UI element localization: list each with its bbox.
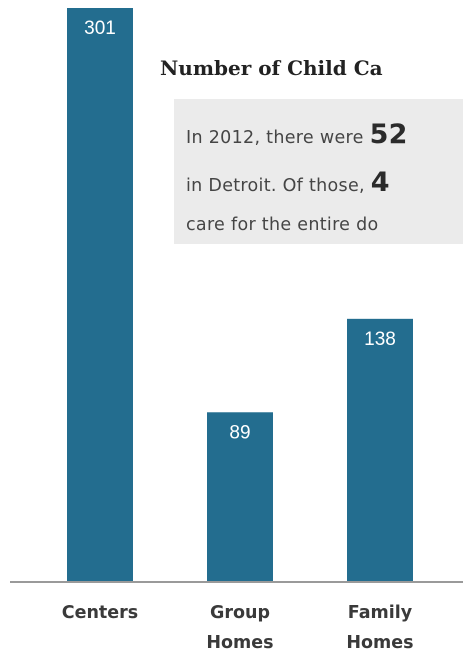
value-label-family-homes: 138 — [364, 329, 396, 350]
x-tick-labels: Centers Group Homes Family Homes — [62, 603, 414, 653]
x-tick-label-family-homes: Family Homes — [346, 603, 413, 653]
callout-line-1: In 2012, there were 52 — [186, 119, 408, 150]
callout-highlight-1: 52 — [369, 119, 408, 150]
x-tick-label-group-homes: Group Homes — [206, 603, 273, 653]
bars-layer: 301 89 138 — [67, 8, 413, 582]
callout-text-2: in Detroit. Of those, — [186, 176, 371, 196]
bar-family-homes — [347, 318, 413, 582]
bar-centers — [67, 8, 133, 582]
callout-highlight-2: 4 — [370, 167, 390, 198]
x-tick-label-centers: Centers — [62, 603, 138, 623]
value-label-group-homes: 89 — [229, 422, 250, 443]
value-label-centers: 301 — [84, 18, 116, 39]
bar-group-homes — [207, 412, 273, 582]
callout-line-2: in Detroit. Of those, 4 — [186, 167, 390, 198]
callout-line-3: care for the entire do — [186, 215, 379, 235]
callout-text-1: In 2012, there were — [186, 128, 370, 148]
annotation-callout: In 2012, there were 52 in Detroit. Of th… — [174, 99, 463, 244]
chart-title: Number of Child Ca — [160, 56, 383, 80]
